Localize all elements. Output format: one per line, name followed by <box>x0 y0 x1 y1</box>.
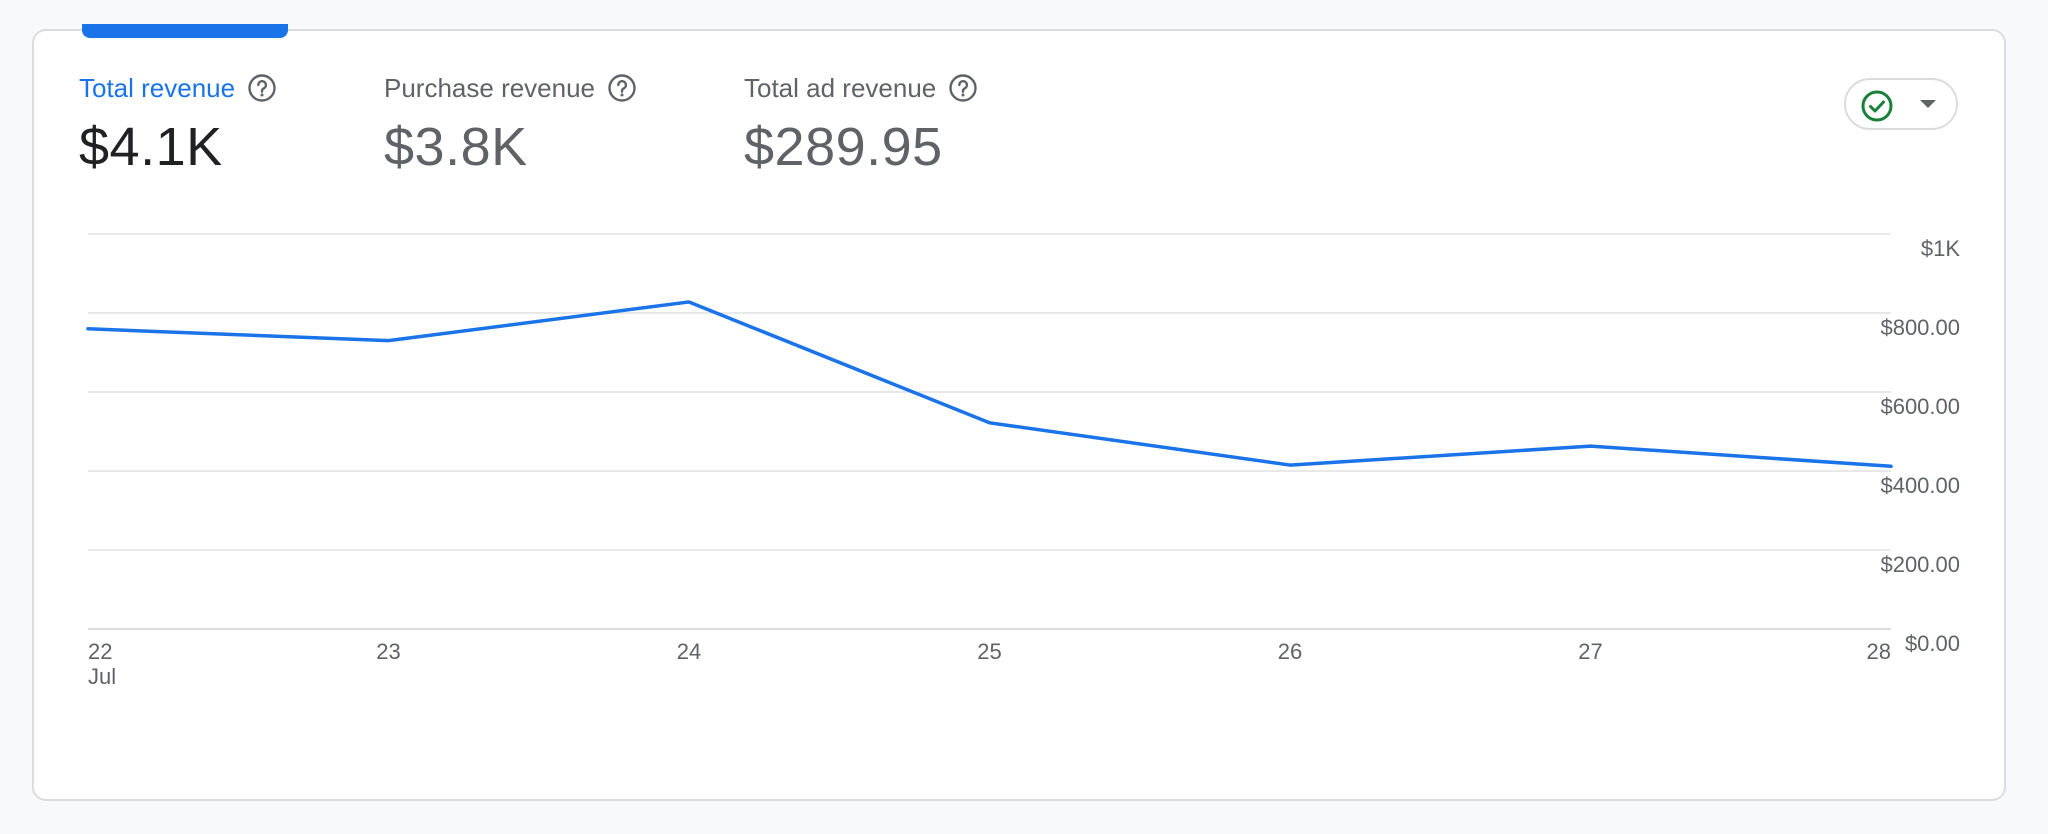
metric-value: $3.8K <box>384 117 528 177</box>
chevron-down-icon <box>1920 100 1936 108</box>
help-icon[interactable] <box>247 73 277 103</box>
y-tick-label: $400.00 <box>1880 473 1960 498</box>
series-line[interactable] <box>86 300 1893 469</box>
x-tick-sublabel: Jul <box>88 664 116 689</box>
metric-label: Purchase revenue <box>384 72 596 103</box>
check-circle-icon <box>1861 90 1893 122</box>
y-tick-label: $800.00 <box>1880 315 1960 340</box>
x-tick-label: 27 <box>1578 639 1602 664</box>
metric-purchase-revenue[interactable]: Purchase revenue $3.8K <box>384 70 637 178</box>
x-tick-label: 26 <box>1278 639 1302 664</box>
y-tick-label: $1K <box>1921 236 1960 261</box>
metric-value: $4.1K <box>79 117 223 177</box>
x-tick-label: 25 <box>977 639 1001 664</box>
help-icon[interactable] <box>948 73 978 103</box>
x-tick-label: 22 <box>88 639 112 664</box>
active-tab-indicator <box>82 24 288 38</box>
revenue-card <box>32 29 2006 801</box>
x-tick-label: 24 <box>677 639 701 664</box>
y-tick-label: $600.00 <box>1880 394 1960 419</box>
metric-total-revenue[interactable]: Total revenue $4.1K <box>79 70 277 178</box>
compare-dropdown-button[interactable] <box>1844 78 1958 130</box>
x-tick-label: 28 <box>1867 639 1891 664</box>
x-tick-label: 23 <box>376 639 400 664</box>
metric-label: Total revenue <box>79 72 236 103</box>
y-tick-label: $200.00 <box>1880 552 1960 577</box>
help-icon[interactable] <box>607 73 637 103</box>
y-tick-label: $0.00 <box>1905 631 1960 656</box>
metric-total-ad-revenue[interactable]: Total ad revenue $289.95 <box>744 70 978 178</box>
metric-label: Total ad revenue <box>744 72 937 103</box>
metric-value: $289.95 <box>744 117 943 177</box>
